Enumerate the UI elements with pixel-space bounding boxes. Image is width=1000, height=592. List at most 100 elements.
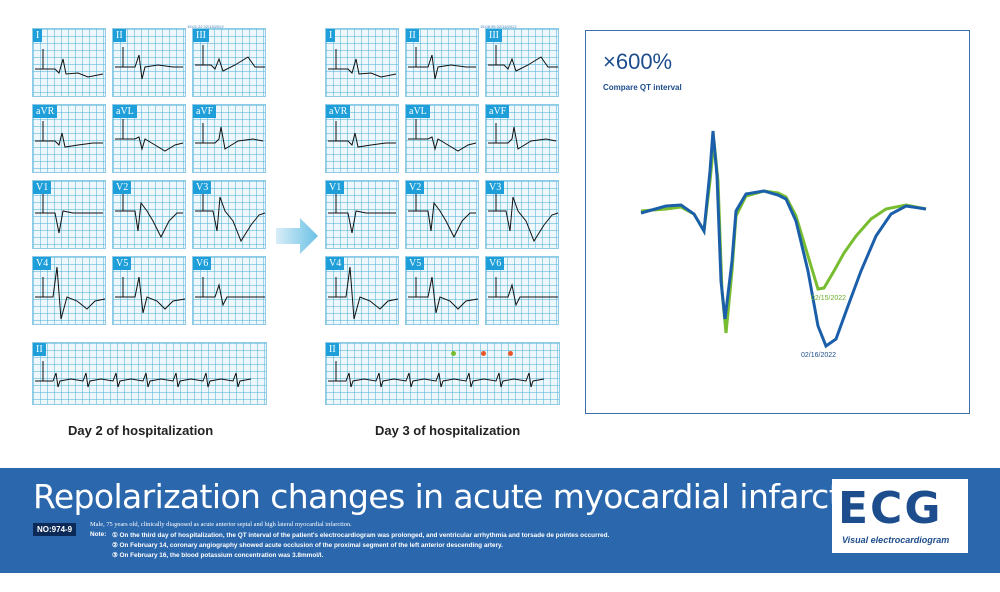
day3-lead-v3: V3: [485, 180, 559, 249]
main-title: Repolarization changes in acute myocardi…: [33, 477, 890, 516]
day3-lead-tag: aVR: [326, 105, 351, 118]
day2-rhythm-trace: [35, 361, 252, 388]
progression-arrow-icon: [276, 218, 318, 254]
panel-header-day2: 15:01:22 02/15/2022: [187, 24, 224, 29]
day2-lead-tag: V4: [33, 257, 52, 270]
qt-comparison-box: ×600% Compare QT interval 02/15/2022 02/…: [585, 30, 970, 414]
day3-lead-tag: V6: [486, 257, 505, 270]
day3-lead-v4-trace: [328, 266, 399, 320]
day3-lead-tag: V4: [326, 257, 345, 270]
logo-subtitle: Visual electrocardiogram: [842, 535, 950, 545]
note-line-2: ② On February 14, coronary angiography s…: [112, 542, 503, 549]
day3-lead-ii-trace: [408, 47, 476, 80]
day3-lead-avf: aVF: [485, 104, 559, 173]
day2-lead-avr-trace: [35, 121, 103, 148]
day3-lead-i-trace: [328, 49, 397, 78]
qt-overlay-traces: [640, 130, 927, 349]
day2-lead-ii: II: [112, 28, 186, 97]
day3-lead-v1: V1: [325, 180, 399, 249]
day2-rhythm-tag: II: [33, 343, 46, 356]
day2-rhythm-strip: II: [32, 342, 267, 405]
day3-lead-iii-trace: [488, 45, 558, 72]
day2-lead-iii-trace: [195, 45, 265, 72]
day2-lead-v4: V4: [32, 256, 106, 325]
ecg-panel-day3: 15:08:55 02/16/2022 I II III aVR aVL aVF V1 V2 V…: [325, 24, 566, 412]
day3-lead-v6: V6: [485, 256, 559, 325]
day2-lead-v5-trace: [115, 276, 186, 314]
day3-lead-avl-trace: [408, 119, 477, 152]
day3-lead-i: I: [325, 28, 399, 97]
note-line-1: ① On the third day of hospitalization, t…: [112, 532, 610, 539]
bottom-strip: [0, 573, 1000, 592]
day3-lead-tag: aVF: [486, 105, 510, 118]
date-label-blue: 02/16/2022: [801, 352, 837, 359]
day2-lead-v1-trace: [35, 193, 103, 234]
day2-lead-tag: V3: [193, 181, 212, 194]
day2-lead-v5: V5: [112, 256, 186, 325]
day3-lead-avf-trace: [488, 123, 557, 150]
day2-lead-v3-trace: [195, 191, 266, 243]
day3-lead-avr: aVR: [325, 104, 399, 173]
zoom-subtitle: Compare QT interval: [603, 83, 682, 92]
day3-lead-tag: V3: [486, 181, 505, 194]
day2-lead-tag: V6: [193, 257, 212, 270]
day2-lead-tag: aVL: [113, 105, 137, 118]
number-badge: NO:974-9: [33, 523, 77, 536]
day2-lead-iii: III: [192, 28, 266, 97]
day3-lead-tag: V2: [406, 181, 425, 194]
day2-lead-avl: aVL: [112, 104, 186, 173]
day2-lead-avr: aVR: [32, 104, 106, 173]
day2-lead-v2: V2: [112, 180, 186, 249]
zoom-title: ×600%: [603, 49, 673, 74]
patient-line: Male, 75 years old, clinically diagnosed…: [90, 521, 352, 528]
day3-lead-v6-trace: [488, 277, 558, 307]
day3-lead-tag: V5: [406, 257, 425, 270]
ecg-panel-day2: 15:01:22 02/15/2022 I II III aVR aVL aVF V1 V2 V…: [32, 24, 273, 412]
day2-lead-tag: I: [33, 29, 43, 42]
day2-lead-tag: V5: [113, 257, 132, 270]
day2-label: Day 2 of hospitalization: [68, 423, 214, 438]
day3-lead-v2-trace: [408, 191, 476, 239]
day2-lead-avl-trace: [115, 119, 184, 152]
day2-lead-tag: aVR: [33, 105, 58, 118]
day3-rhythm-strip: II: [325, 342, 560, 405]
day3-lead-avr-trace: [328, 121, 396, 148]
trace-02-16: [640, 130, 927, 349]
day3-lead-tag: I: [326, 29, 336, 42]
panel-header-day3: 15:08:55 02/16/2022: [480, 24, 517, 29]
day2-lead-i: I: [32, 28, 106, 97]
day3-lead-v2: V2: [405, 180, 479, 249]
day3-lead-v4: V4: [325, 256, 399, 325]
day2-lead-tag: aVF: [193, 105, 217, 118]
day2-lead-v2-trace: [115, 191, 183, 239]
marker-dot: [508, 351, 513, 356]
day3-lead-v3-trace: [488, 191, 559, 243]
day2-lead-avf: aVF: [192, 104, 266, 173]
day3-label: Day 3 of hospitalization: [375, 423, 521, 438]
day2-lead-tag: V2: [113, 181, 132, 194]
logo-text: ECG: [838, 483, 943, 534]
day3-lead-ii: II: [405, 28, 479, 97]
day2-lead-v6-trace: [195, 277, 265, 307]
day3-lead-avl: aVL: [405, 104, 479, 173]
day3-lead-v5-trace: [408, 276, 479, 314]
day2-lead-i-trace: [35, 49, 104, 78]
day3-rhythm-tag: II: [326, 343, 339, 356]
day3-lead-tag: aVL: [406, 105, 430, 118]
day3-lead-v5: V5: [405, 256, 479, 325]
date-label-green: 02/15/2022: [811, 295, 847, 302]
trace-02-15: [640, 140, 927, 334]
day2-lead-v4-trace: [35, 266, 106, 320]
day2-lead-v1: V1: [32, 180, 106, 249]
day3-rhythm-trace: [328, 361, 545, 388]
day2-lead-v6: V6: [192, 256, 266, 325]
day2-lead-tag: V1: [33, 181, 52, 194]
day3-lead-tag: III: [486, 29, 502, 42]
marker-dot: [481, 351, 486, 356]
day3-lead-iii: III: [485, 28, 559, 97]
ecg-logo: ECG Visual electrocardiogram: [832, 479, 968, 553]
day3-lead-tag: II: [406, 29, 419, 42]
marker-dot: [451, 351, 456, 356]
day2-lead-tag: III: [193, 29, 209, 42]
note-line-3: ③ On February 16, the blood potassium co…: [112, 552, 324, 559]
